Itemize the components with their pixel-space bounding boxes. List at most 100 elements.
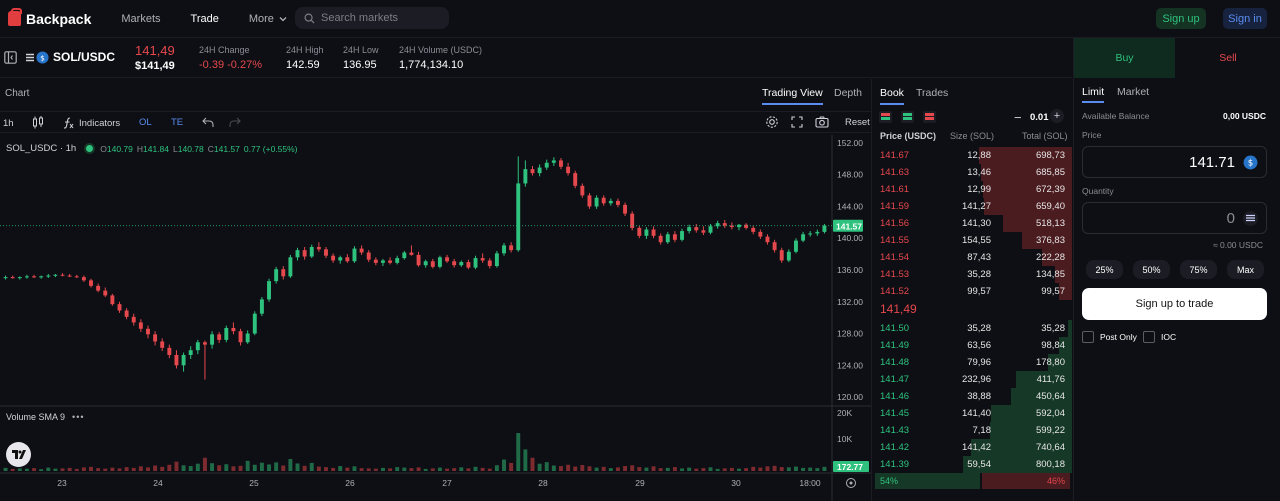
undo-icon[interactable] [202,117,214,128]
candle-body [544,162,549,168]
signup-button[interactable]: Sign up [1156,8,1206,29]
book-size: 35,28 [967,323,991,334]
ol-toggle[interactable]: OL [139,117,152,128]
bid-row[interactable]: 141.42 141,42 740,64 [873,439,1072,456]
book-price: 141.52 [880,286,910,297]
post-only-checkbox[interactable] [1082,331,1094,343]
redo-icon[interactable] [229,117,241,128]
buy-tab[interactable]: Buy [1074,38,1175,78]
ask-row[interactable]: 141.56 141,30 518,13 [873,215,1072,232]
ask-row[interactable]: 141.63 13,46 685,85 [873,164,1072,181]
order-type-limit[interactable]: Limit [1082,86,1105,103]
tab-book[interactable]: Book [880,87,904,105]
candle-type-icon[interactable] [32,116,44,129]
candle-body [373,259,378,263]
ask-row[interactable]: 141.54 87,43 222,28 [873,249,1072,266]
volume-bar [566,464,571,471]
book-size: 63,56 [967,340,991,351]
signin-button[interactable]: Sign in [1223,8,1267,29]
bid-row[interactable]: 141.47 232,96 411,76 [873,371,1072,388]
volume-legend-label: Volume SMA 9 [6,412,66,422]
volume-bar [694,468,699,471]
percent-25-button[interactable]: 25% [1086,260,1123,279]
bid-ratio-label: 54% [880,476,899,486]
volume-bar [551,465,556,471]
bid-row[interactable]: 141.50 35,28 35,28 [873,320,1072,337]
search-box[interactable] [295,7,449,29]
volume-bar [737,468,741,471]
bid-row[interactable]: 141.45 141,40 592,04 [873,405,1072,422]
ask-row[interactable]: 141.67 12,88 698,73 [873,147,1072,164]
book-total: 740,64 [1035,442,1065,453]
market-symbol: SOL/USDC [53,50,116,64]
tick-decrease-button[interactable]: − [1014,110,1022,125]
volume-bar [822,466,827,471]
nav-trade[interactable]: Trade [190,12,219,25]
more-options-icon[interactable]: ••• [72,412,85,422]
book-view-bids-icon[interactable] [901,111,914,123]
mid-price: 141,49 [880,302,917,316]
candle-body [53,274,58,276]
percent-50-button[interactable]: 50% [1133,260,1170,279]
percent-75-button[interactable]: 75% [1180,260,1217,279]
quantity-field[interactable]: 0 [1082,202,1267,234]
ask-row[interactable]: 141.53 35,28 134,85 [873,266,1072,283]
indicators-button[interactable]: Indicators [63,117,120,129]
tab-trading-view[interactable]: Trading View [762,87,823,105]
brand-logo[interactable]: Backpack [8,8,91,27]
bid-row[interactable]: 141.43 7,18 599,22 [873,422,1072,439]
camera-icon[interactable] [815,116,829,128]
book-view-asks-icon[interactable] [923,111,936,123]
candle-body [96,285,101,291]
nav-markets[interactable]: Markets [121,12,161,25]
depth-bar [1021,232,1072,249]
tick-increase-button[interactable]: + [1050,109,1064,123]
bid-row[interactable]: 141.49 63,56 98,84 [873,337,1072,354]
book-price: 141.48 [880,357,910,368]
post-only-option[interactable]: Post Only [1082,331,1137,343]
volume-tick-label: 20K [837,408,852,418]
settings-icon[interactable] [765,115,779,129]
book-price: 141.63 [880,167,910,178]
candle-body [779,250,784,261]
auto-scale-icon[interactable] [845,477,857,489]
bid-row[interactable]: 141.48 79,96 178,80 [873,354,1072,371]
volume-bar [174,461,179,471]
price-field[interactable]: 141.71 $ [1082,146,1267,178]
candle-body [210,334,215,345]
bid-row[interactable]: 141.46 38,88 450,64 [873,388,1072,405]
sell-tab[interactable]: Sell [1219,52,1237,64]
ask-row[interactable]: 141.59 141,27 659,40 [873,198,1072,215]
ask-row[interactable]: 141.52 99,57 99,57 [873,283,1072,300]
nav-more[interactable]: More [249,13,288,25]
te-toggle[interactable]: TE [171,117,184,128]
candle-body [701,230,706,233]
low-value: 136.95 [343,59,377,71]
sidebar-toggle-icon[interactable] [4,51,17,64]
volume-bar [815,468,820,471]
bid-row[interactable]: 141.39 59,54 800,18 [873,456,1072,473]
price-input[interactable]: 141.71 [1189,153,1235,171]
market-selector[interactable]: $ SOL/USDC [26,50,115,64]
interval-selector[interactable]: 1h [3,118,14,129]
reset-button[interactable]: Reset [845,117,870,128]
ioc-checkbox[interactable] [1143,331,1155,343]
tab-depth[interactable]: Depth [834,87,863,99]
book-view-both-icon[interactable] [879,111,892,123]
quantity-input[interactable]: 0 [1226,209,1235,227]
percent-max-button[interactable]: Max [1227,260,1264,279]
signup-to-trade-button[interactable]: Sign up to trade [1082,288,1267,320]
tradingview-logo[interactable] [6,442,31,467]
search-input[interactable] [321,12,441,24]
fullscreen-icon[interactable] [791,116,803,128]
volume-bar [195,463,200,471]
volume-bar [544,462,549,471]
ask-row[interactable]: 141.61 12,99 672,39 [873,181,1072,198]
price-tick-label: 120.00 [837,392,863,402]
tab-trades[interactable]: Trades [916,87,949,99]
volume-bar [67,467,72,471]
order-type-market[interactable]: Market [1117,86,1150,98]
ioc-option[interactable]: IOC [1143,331,1176,343]
ask-row[interactable]: 141.55 154,55 376,83 [873,232,1072,249]
usdc-coin-icon: $ [1243,155,1258,169]
